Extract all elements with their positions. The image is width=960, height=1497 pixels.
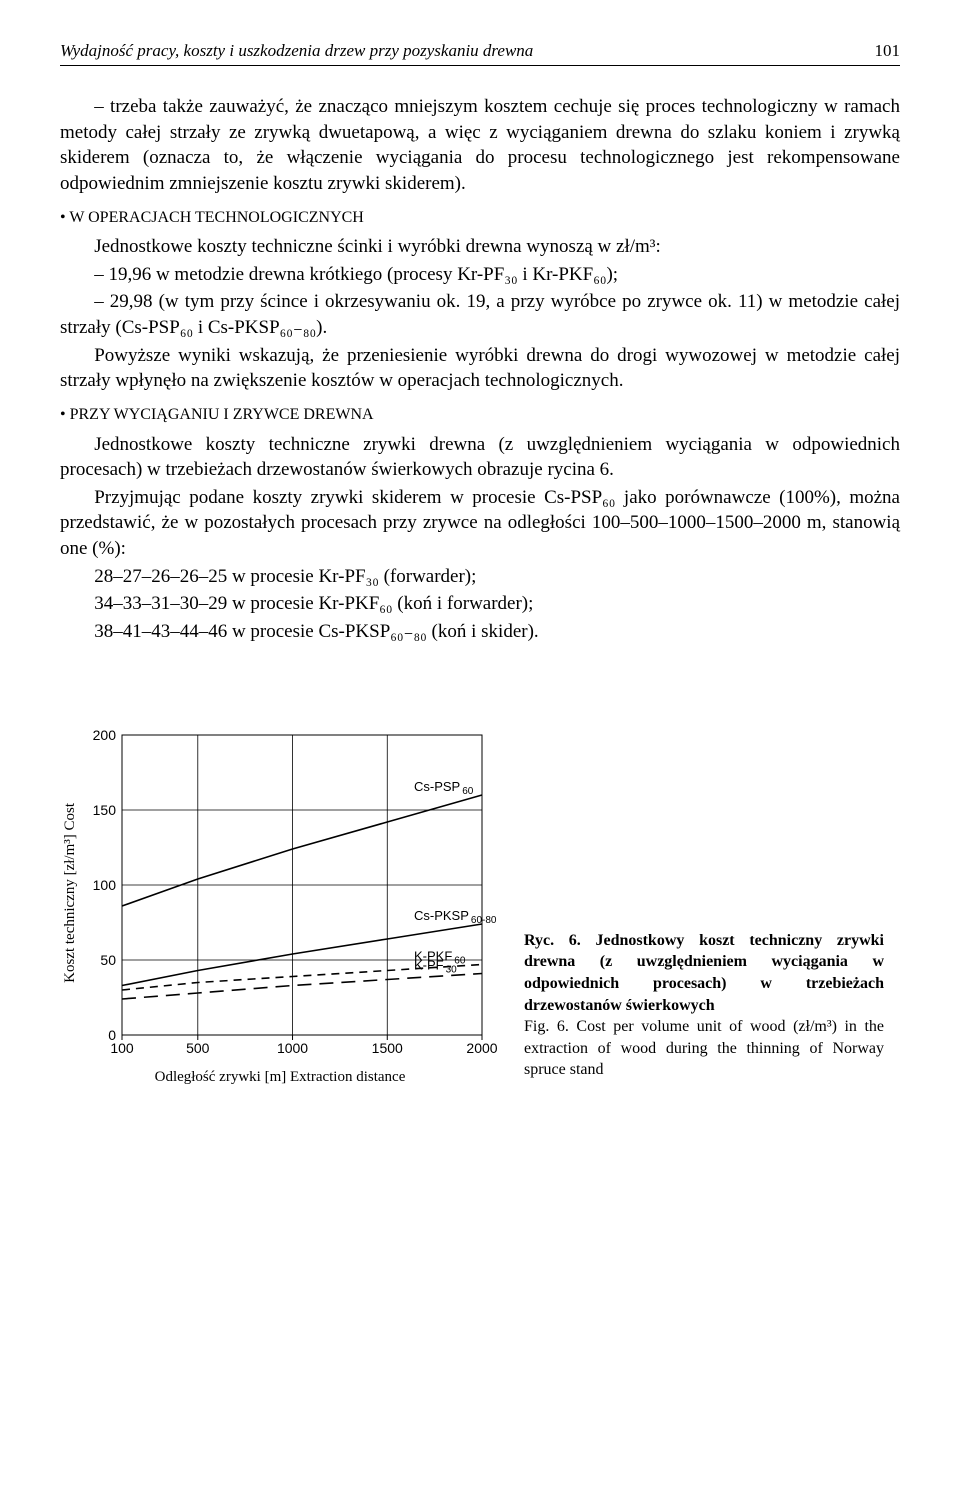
list-item: 34–33–31–30–29 w procesie Kr-PKF₆₀ (koń …: [60, 591, 900, 617]
svg-text:100: 100: [93, 877, 117, 893]
figure-row: Koszt techniczny [zł/m³] Cost 0501001502…: [60, 725, 900, 1087]
running-title: Wydajność pracy, koszty i uszkodzenia dr…: [60, 40, 533, 63]
svg-text:150: 150: [93, 802, 117, 818]
paragraph: Jednostkowe koszty techniczne ścinki i w…: [60, 234, 900, 260]
svg-text:500: 500: [186, 1040, 210, 1056]
page-number: 101: [875, 40, 901, 63]
figure-caption: Ryc. 6. Jednostkowy koszt techniczny zry…: [524, 930, 884, 1081]
running-head: Wydajność pracy, koszty i uszkodzenia dr…: [60, 40, 900, 66]
x-axis-label: Odległość zrywki [m] Extraction distance: [60, 1067, 500, 1087]
svg-text:60: 60: [462, 786, 474, 797]
chart-block: Koszt techniczny [zł/m³] Cost 0501001502…: [60, 725, 500, 1087]
svg-text:200: 200: [93, 727, 117, 743]
svg-text:100: 100: [111, 1040, 135, 1056]
svg-text:30: 30: [446, 964, 458, 975]
svg-text:K-PF: K-PF: [414, 957, 444, 972]
svg-text:60-80: 60-80: [471, 915, 497, 926]
list-item: – 29,98 (w tym przy ścince i okrzesywani…: [60, 289, 900, 340]
svg-text:Cs-PKSP: Cs-PKSP: [414, 908, 469, 923]
caption-bold: Ryc. 6. Jednostkowy koszt techniczny zry…: [524, 932, 884, 1014]
paragraph: Powyższe wyniki wskazują, że przeniesien…: [60, 343, 900, 394]
svg-text:2000: 2000: [467, 1040, 498, 1056]
list-item: 38–41–43–44–46 w procesie Cs-PKSP₆₀₋₈₀ (…: [60, 619, 900, 645]
caption-plain: Fig. 6. Cost per volume unit of wood (zł…: [524, 1018, 884, 1078]
svg-text:1000: 1000: [277, 1040, 308, 1056]
line-chart: 050100150200100500100015002000Cs-PSP60Cs…: [80, 725, 500, 1061]
paragraph: Jednostkowe koszty techniczne zrywki dre…: [60, 432, 900, 483]
list-item: – 19,96 w metodzie drewna krótkiego (pro…: [60, 262, 900, 288]
svg-text:Cs-PSP: Cs-PSP: [414, 779, 460, 794]
svg-text:1500: 1500: [372, 1040, 403, 1056]
svg-text:50: 50: [101, 952, 117, 968]
section-bullet: PRZY WYCIĄGANIU I ZRYWCE DREWNA: [60, 404, 900, 426]
paragraph: – trzeba także zauważyć, że znacząco mni…: [60, 94, 900, 197]
section-bullet: W OPERACJACH TECHNOLOGICZNYCH: [60, 207, 900, 229]
list-item: 28–27–26–26–25 w procesie Kr-PF₃₀ (forwa…: [60, 564, 900, 590]
paragraph: Przyjmując podane koszty zrywki skiderem…: [60, 485, 900, 562]
y-axis-label: Koszt techniczny [zł/m³] Cost: [60, 803, 80, 983]
